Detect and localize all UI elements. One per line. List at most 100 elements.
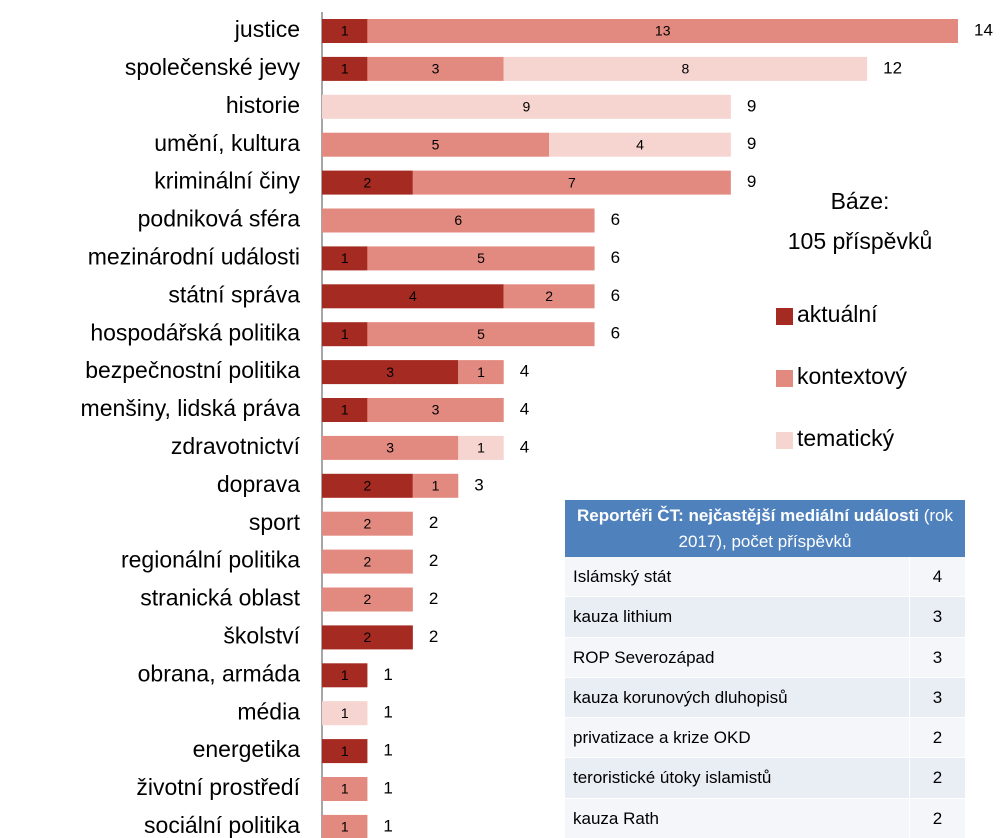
segment-label: 1 <box>341 705 349 721</box>
row-count: 2 <box>932 808 943 828</box>
segment-label: 6 <box>454 212 462 228</box>
bar-segment <box>322 208 595 233</box>
total-label: 1 <box>383 703 392 722</box>
category-label: státní správa <box>168 281 300 307</box>
table-row: kauza korunových dluhopisů 3 <box>565 677 965 719</box>
bar-segment <box>322 246 368 271</box>
base-value: 105 příspěvků <box>788 228 932 254</box>
legend-swatch <box>776 370 793 387</box>
bar-segment <box>322 94 731 119</box>
row-event: kauza Rath <box>565 798 910 838</box>
bar-segment <box>322 170 413 195</box>
table-header: Reportéři ČT: nejčastější mediální událo… <box>565 500 965 557</box>
table-title-rest: (rok 2017), počet příspěvků <box>678 506 953 551</box>
bar-segment <box>322 549 413 574</box>
row-event: ROP Severozápad <box>565 637 910 677</box>
category-label: justice <box>234 16 300 42</box>
total-label: 2 <box>429 589 438 608</box>
bar-segment <box>322 473 413 498</box>
category-label: životní prostředí <box>136 774 300 800</box>
bar-segment <box>412 170 731 195</box>
segment-label: 5 <box>477 326 485 342</box>
bar-segment <box>367 56 504 81</box>
legend-label: tematický <box>797 425 895 451</box>
total-label: 14 <box>974 20 993 39</box>
total-label: 6 <box>611 248 620 267</box>
category-label: sociální politika <box>144 812 300 838</box>
total-label: 1 <box>383 778 392 797</box>
bar-segment <box>322 284 504 309</box>
row-event: Islámský stát <box>565 557 910 597</box>
segment-label: 4 <box>636 136 644 152</box>
row-count: 3 <box>932 647 943 667</box>
table-title-bold: Reportéři ČT: nejčastější mediální událo… <box>577 506 919 525</box>
segment-label: 3 <box>386 364 394 380</box>
total-label: 9 <box>747 172 756 191</box>
bar-segment <box>458 435 504 460</box>
segment-label: 2 <box>364 553 372 569</box>
segment-label: 9 <box>523 99 531 115</box>
bar-segment <box>549 132 731 157</box>
bar-segment <box>322 739 368 764</box>
segment-label: 1 <box>477 440 485 456</box>
segment-label: 1 <box>341 743 349 759</box>
total-label: 1 <box>383 741 392 760</box>
total-label: 4 <box>520 399 529 418</box>
category-label: bezpečnostní politika <box>85 357 300 383</box>
bar-segment <box>322 701 368 726</box>
bar-segment <box>322 587 413 612</box>
row-event: kauza lithium <box>565 597 910 637</box>
category-label: obrana, armáda <box>138 660 301 686</box>
bar-segment <box>322 814 368 838</box>
row-count: 2 <box>932 728 943 748</box>
total-label: 4 <box>520 437 529 456</box>
row-count: 3 <box>932 687 943 707</box>
category-label: energetika <box>193 736 301 762</box>
total-label: 2 <box>429 513 438 532</box>
bar-segment <box>503 284 595 309</box>
category-label: historie <box>226 92 300 118</box>
legend-label: kontextový <box>797 363 907 389</box>
total-label: 6 <box>611 324 620 343</box>
total-label: 1 <box>383 665 392 684</box>
segment-label: 7 <box>568 174 576 190</box>
table-row: Islámský stát 4 <box>565 557 965 598</box>
segment-label: 1 <box>341 326 349 342</box>
bar-segment <box>322 398 368 422</box>
bar-segment <box>458 360 504 385</box>
bar-segment <box>322 19 368 43</box>
segment-label: 2 <box>545 288 553 304</box>
bar-segment <box>322 511 413 536</box>
category-label: hospodářská politika <box>90 319 300 345</box>
bar-segment <box>322 777 368 801</box>
segment-label: 2 <box>364 174 372 190</box>
base-label: Báze: <box>831 188 890 214</box>
category-label: doprava <box>217 471 300 497</box>
segment-label: 1 <box>341 819 349 835</box>
legend-swatch <box>776 308 793 325</box>
total-label: 3 <box>474 475 483 494</box>
segment-label: 1 <box>477 364 485 380</box>
table-body: Islámský stát 4 kauza lithium 3 ROP Severozá… <box>565 557 965 838</box>
segment-label: 3 <box>386 440 394 456</box>
segment-label: 2 <box>364 591 372 607</box>
category-label: regionální politika <box>121 547 300 573</box>
bar-segment <box>322 663 368 688</box>
segment-label: 3 <box>432 61 440 77</box>
bar-segment <box>322 625 413 650</box>
bar-segment <box>367 322 595 347</box>
category-label: podniková sféra <box>138 206 301 232</box>
segment-label: 4 <box>409 288 417 304</box>
table-row: teroristické útoky islamistů 2 <box>565 758 965 799</box>
total-label: 9 <box>747 134 756 153</box>
row-count: 4 <box>932 567 943 586</box>
segment-label: 5 <box>477 250 485 266</box>
total-label: 6 <box>611 210 620 229</box>
total-label: 1 <box>383 816 392 835</box>
bar-segment <box>367 398 504 422</box>
segment-label: 5 <box>432 136 440 152</box>
bar-segment <box>367 19 958 43</box>
table-row: kauza lithium 3 <box>565 597 965 638</box>
bar-segment <box>322 132 550 157</box>
events-table: Reportéři ČT: nejčastější mediální událo… <box>565 500 965 838</box>
